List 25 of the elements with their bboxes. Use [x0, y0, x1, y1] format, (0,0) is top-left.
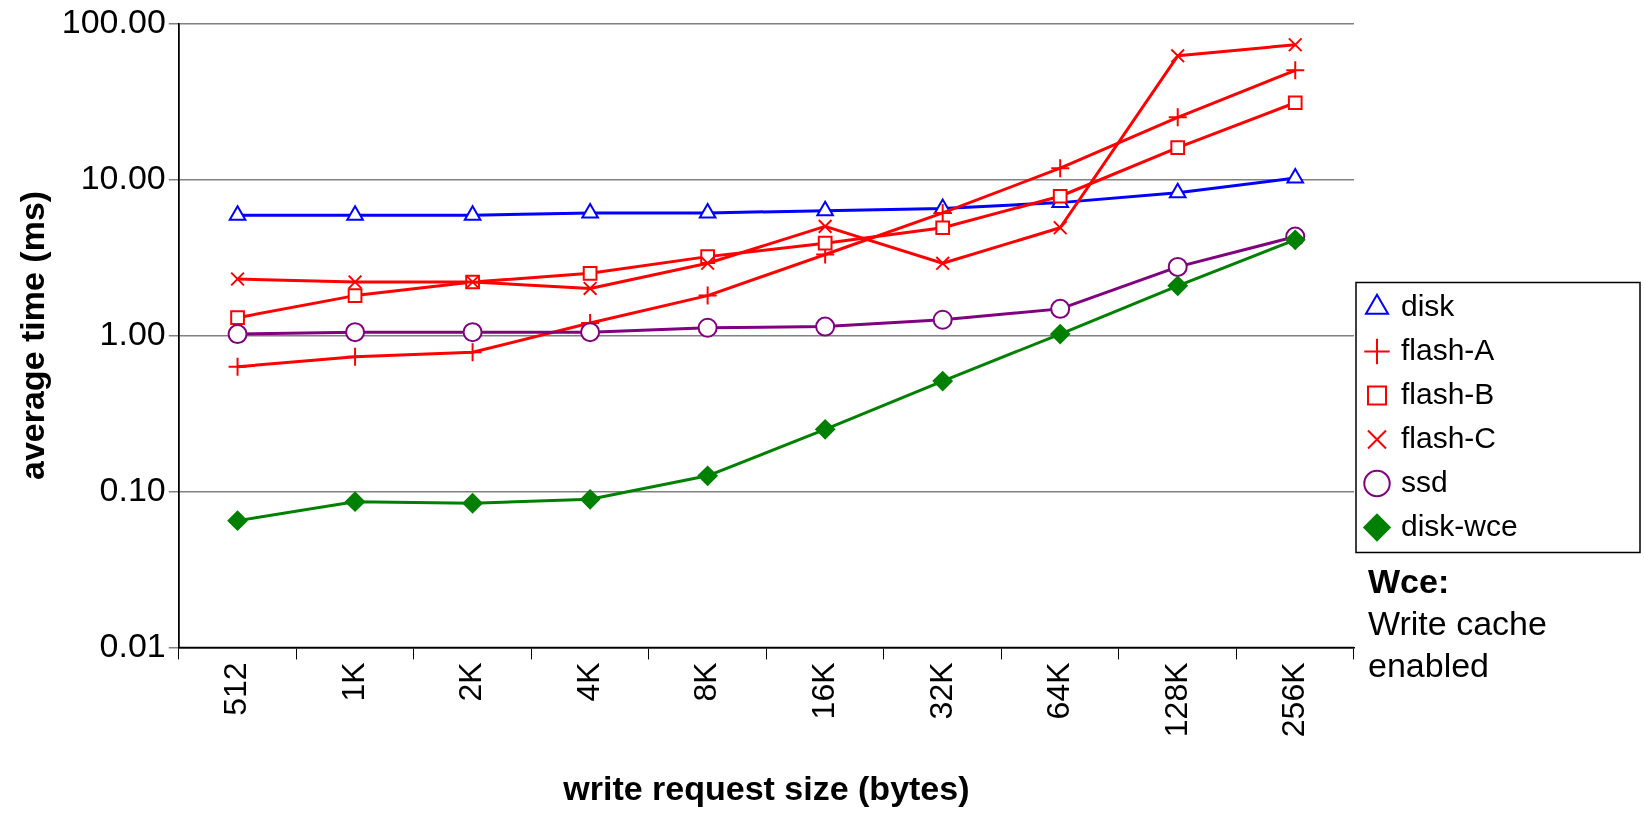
y-tick-label: 1.00 — [99, 313, 166, 352]
x-tick-label: 512 — [217, 662, 254, 716]
x-tick-label: 8K — [687, 662, 724, 702]
x-tick-label: 2K — [452, 662, 489, 702]
legend-label: flash-C — [1401, 420, 1497, 454]
y-tick-label: 10.00 — [80, 157, 166, 196]
x-tick-label: 64K — [1040, 662, 1077, 720]
text: Write cache enabled — [1368, 603, 1548, 686]
legend-label: disk — [1401, 288, 1456, 322]
legend-label: flash-A — [1401, 332, 1495, 366]
text: Wce: — [1368, 561, 1451, 602]
legend-label: flash-B — [1401, 376, 1495, 410]
y-axis-title: average time (ms) — [12, 190, 51, 480]
legend-label: ssd — [1401, 464, 1448, 498]
x-axis-title: write request size (bytes) — [562, 768, 970, 807]
x-tick-label: 128K — [1157, 662, 1194, 738]
legend-label: disk-wce — [1401, 508, 1518, 542]
x-tick-label: 1K — [334, 662, 371, 702]
x-tick-label: 16K — [804, 662, 841, 720]
x-tick-label: 32K — [922, 662, 959, 720]
y-tick-label: 100.00 — [61, 1, 166, 40]
y-tick-label: 0.01 — [99, 625, 166, 664]
y-tick-label: 0.10 — [99, 469, 166, 508]
x-tick-label: 256K — [1275, 662, 1312, 738]
x-tick-label: 4K — [569, 662, 606, 702]
